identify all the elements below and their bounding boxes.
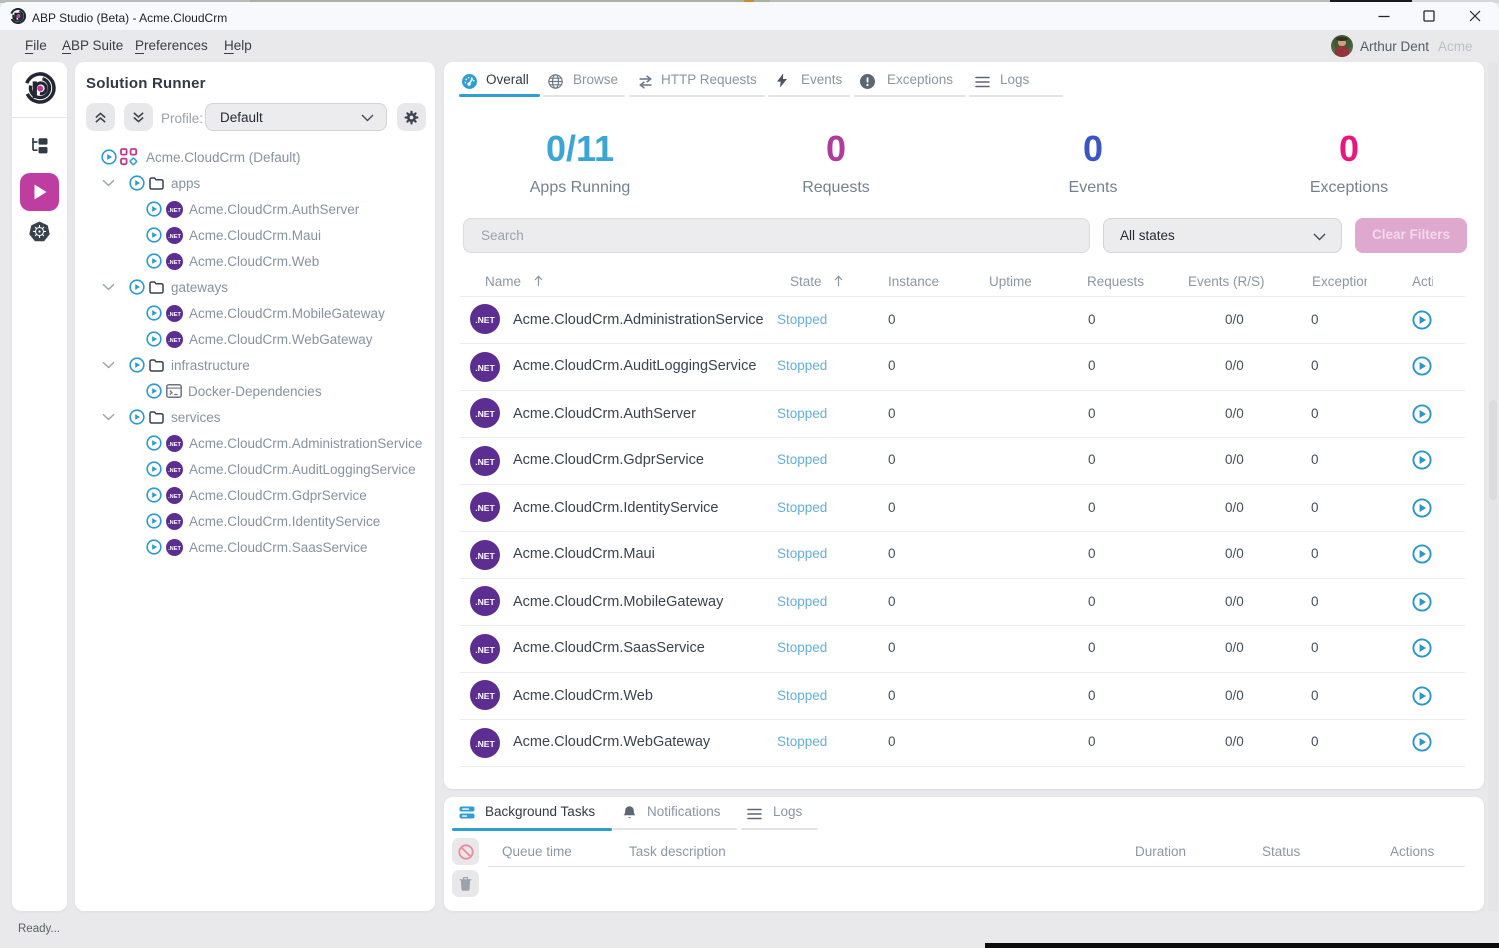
svg-text:.NET: .NET [168, 494, 181, 500]
svg-text:.NET: .NET [168, 312, 181, 318]
svg-text:.NET: .NET [168, 442, 181, 448]
svg-text:.NET: .NET [168, 260, 181, 266]
svg-text:.NET: .NET [475, 503, 495, 513]
svg-text:.NET: .NET [168, 208, 181, 214]
svg-text:.NET: .NET [475, 551, 495, 561]
svg-text:.NET: .NET [168, 468, 181, 474]
svg-text:.NET: .NET [168, 546, 181, 552]
svg-text:.NET: .NET [475, 315, 495, 325]
svg-text:.NET: .NET [475, 597, 495, 607]
svg-text:.NET: .NET [475, 739, 495, 749]
svg-text:.NET: .NET [475, 645, 495, 655]
svg-text:.NET: .NET [168, 338, 181, 344]
svg-text:.NET: .NET [475, 691, 495, 701]
svg-text:.NET: .NET [475, 409, 495, 419]
svg-text:.NET: .NET [475, 457, 495, 467]
svg-text:.NET: .NET [475, 363, 495, 373]
svg-text:.NET: .NET [168, 520, 181, 526]
svg-text:.NET: .NET [168, 234, 181, 240]
